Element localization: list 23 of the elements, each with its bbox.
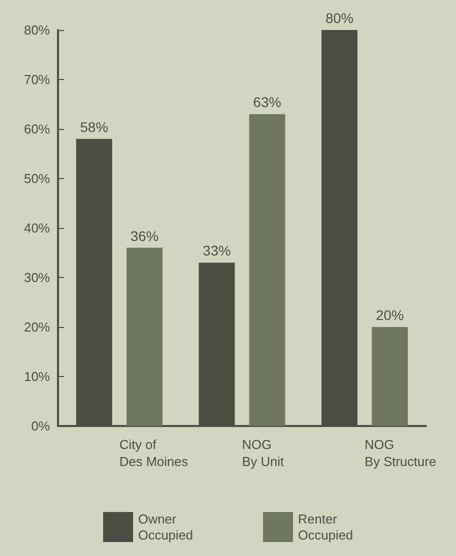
legend-label: Renter Occupied xyxy=(298,512,353,542)
data-label: 36% xyxy=(130,228,159,244)
data-label: 63% xyxy=(253,94,282,110)
bar xyxy=(372,327,408,426)
y-tick-label: 50% xyxy=(24,171,50,186)
y-tick-label: 30% xyxy=(24,270,50,285)
y-tick-label: 70% xyxy=(24,72,50,87)
y-tick-label: 20% xyxy=(24,320,50,334)
data-label: 33% xyxy=(202,242,231,259)
legend-label: Owner Occupied xyxy=(138,512,193,542)
bar xyxy=(249,114,286,426)
data-label: 20% xyxy=(376,307,404,323)
x-tick-label: NOG By Structure xyxy=(364,437,436,469)
y-tick-label: 80% xyxy=(24,22,50,38)
x-tick-label: City of Des Moines xyxy=(119,437,188,469)
y-tick-label: 40% xyxy=(24,220,50,236)
data-label: 80% xyxy=(325,10,354,26)
y-tick-label: 0% xyxy=(31,418,50,434)
x-tick-label: NOG By Unit xyxy=(242,437,284,469)
bar xyxy=(126,248,163,426)
y-tick-label: 10% xyxy=(24,369,50,384)
data-label: 58% xyxy=(80,118,108,135)
y-tick-label: 60% xyxy=(24,122,50,136)
